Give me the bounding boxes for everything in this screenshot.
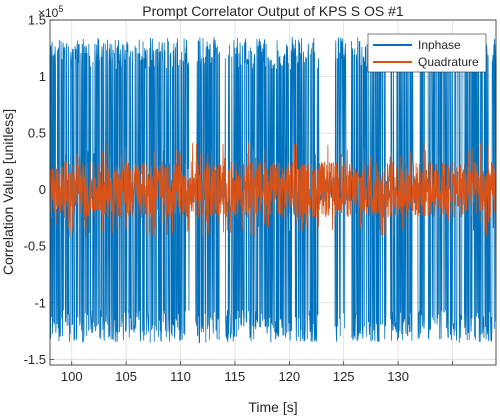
y-tick-labels: -1.5 -1 -0.5 0 0.5 1 1.5	[24, 13, 46, 367]
x-tick-label: 125	[333, 369, 355, 384]
y-tick-label: 0	[39, 182, 46, 197]
x-tick-labels: 100 105 110 115 120 125 130	[61, 369, 409, 384]
plot-frame	[49, 19, 497, 366]
y-axis-label: Correlation Value [unitless]	[0, 109, 16, 275]
y-exponent-base: ×10	[38, 6, 59, 20]
legend-box	[367, 33, 487, 73]
x-tick-label: 120	[278, 369, 300, 384]
legend: Inphase Quadrature	[367, 33, 487, 73]
y-exponent-power: 5	[58, 4, 63, 14]
series-group	[49, 36, 497, 344]
x-axis-label: Time [s]	[248, 399, 297, 415]
y-tick-label: -0.5	[24, 239, 46, 254]
y-tick-label: 1	[39, 69, 46, 84]
y-tick-label: -1	[34, 295, 46, 310]
x-tick-label: 100	[61, 369, 83, 384]
x-tick-label: 130	[387, 369, 409, 384]
x-tick-label: 115	[225, 369, 246, 384]
legend-label-inphase: Inphase	[418, 38, 461, 52]
series-quadrature	[49, 142, 497, 238]
x-tick-label: 105	[115, 369, 137, 384]
chart-title: Prompt Correlator Output of KPS S OS #1	[142, 3, 404, 19]
y-tick-label: -1.5	[24, 352, 46, 367]
x-tick-label: 110	[170, 369, 191, 384]
y-exponent-label: ×105	[38, 4, 63, 20]
legend-label-quadrature: Quadrature	[418, 55, 479, 69]
y-tick-label: 0.5	[28, 126, 46, 141]
y-tick-label: 1.5	[28, 13, 46, 28]
